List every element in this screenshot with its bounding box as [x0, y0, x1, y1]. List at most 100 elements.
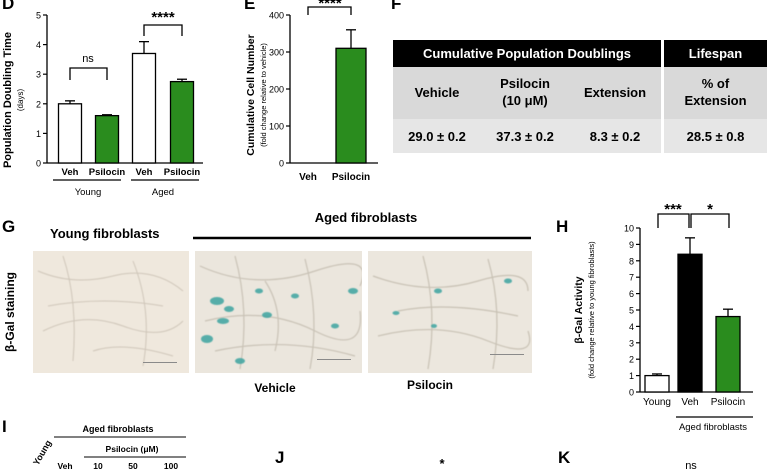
- beta-gal-staining-label: β-Gal staining: [3, 272, 17, 352]
- chart-e-ylabel-unit: (fold change relative to vehicle): [259, 43, 268, 147]
- table-value-lifespan: 28.5 ± 0.8: [664, 119, 767, 153]
- vehicle-image-label: Vehicle: [254, 381, 296, 395]
- psilocin-image-label: Psilocin: [407, 378, 453, 392]
- chart-d-sig-young: ns: [82, 53, 94, 65]
- chart-d: Population Doubling Time (days) 0 1 2 3 4 5 V…: [2, 9, 203, 198]
- panel-letter-e: E: [244, 0, 255, 13]
- panel-i-young-label: Young: [31, 438, 53, 467]
- chart-e-sig: ****: [318, 0, 342, 12]
- chart-d-sig-bracket-aged: [143, 24, 183, 36]
- chart-d-group-aged: Aged: [152, 187, 174, 198]
- micrograph-vehicle: [195, 251, 362, 373]
- chart-d-bar: [131, 52, 157, 164]
- panel-i-aged-title: Aged fibroblasts: [82, 424, 153, 434]
- chart-h-ylabel-unit: (fold change relative to young fibroblas…: [587, 241, 596, 379]
- chart-h-ylabel: β-Gal Activity: [573, 276, 585, 343]
- panel-i-col-50: 50: [128, 461, 138, 470]
- table-col-pct-line2: Extension: [684, 93, 747, 108]
- chart-e-ytick-label: 200: [269, 85, 284, 95]
- panel-i-psilocin-title: Psilocin (μM): [106, 444, 159, 454]
- chart-d-category-label: Psilocin: [164, 167, 201, 178]
- chart-h-sig-1: ***: [664, 201, 682, 218]
- young-fibroblasts-title: Young fibroblasts: [50, 226, 160, 241]
- chart-e-ytick-label: 300: [269, 48, 284, 58]
- chart-h-sig-2: *: [707, 201, 713, 218]
- chart-d-ytick-label: 5: [36, 11, 41, 21]
- chart-e-bar: [335, 47, 367, 164]
- chart-d-ytick-label: 3: [36, 70, 41, 80]
- chart-e-ytick-label: 400: [269, 11, 284, 21]
- chart-h-ytick-label: 8: [629, 256, 634, 266]
- chart-d-ytick-label: 4: [36, 40, 41, 50]
- panel-i-col-veh: Veh: [57, 461, 72, 470]
- chart-h-bar: [677, 253, 703, 393]
- chart-e-ytick-label: 100: [269, 122, 284, 132]
- scale-bar: [317, 359, 351, 360]
- chart-h-ytick-label: 7: [629, 273, 634, 283]
- table-value-extension: 8.3 ± 0.2: [569, 119, 661, 153]
- micrograph-vehicle-image: [195, 251, 362, 373]
- chart-d-group-young: Young: [75, 187, 102, 198]
- micrograph-young-image: [33, 251, 189, 373]
- panel-i-col-10: 10: [93, 461, 103, 470]
- chart-h-ytick-label: 5: [629, 306, 634, 316]
- chart-d-category-label: Psilocin: [89, 167, 126, 178]
- chart-h-ytick-label: 3: [629, 338, 634, 348]
- chart-h-category-label: Veh: [681, 397, 698, 408]
- scale-bar: [143, 362, 177, 363]
- chart-d-category-label: Veh: [62, 167, 79, 178]
- chart-h-ytick-label: 6: [629, 289, 634, 299]
- chart-e-ytick-label: 0: [279, 159, 284, 169]
- chart-h-ytick-label: 4: [629, 322, 634, 332]
- chart-e-sig-bracket: [307, 6, 352, 15]
- chart-d-bar: [94, 114, 120, 164]
- chart-h-ytick-label: 10: [624, 224, 634, 234]
- chart-h-sig-bracket-1: [657, 213, 690, 228]
- chart-d-ytick-label: 0: [36, 159, 41, 169]
- chart-e-ylabel: Cumulative Cell Number: [245, 34, 257, 155]
- chart-d-ylabel: Population Doubling Time: [2, 32, 14, 168]
- scale-bar: [490, 354, 524, 355]
- chart-h-category-label: Young: [643, 397, 671, 408]
- panel-i-col-100: 100: [164, 461, 178, 470]
- chart-h-bar: [644, 374, 670, 393]
- table-header-lifespan: Lifespan: [664, 40, 767, 67]
- aged-fibroblasts-title: Aged fibroblasts: [315, 210, 418, 225]
- chart-d-ylabel-unit: (days): [16, 89, 25, 112]
- panel-letter-d: D: [2, 0, 14, 13]
- chart-e-category-label: Veh: [299, 172, 317, 183]
- chart-h-category-label: Psilocin: [711, 397, 745, 408]
- chart-d-sig-bracket-young: [69, 67, 108, 80]
- panel-letter-g: G: [2, 217, 15, 236]
- chart-d-ytick-label: 2: [36, 99, 41, 109]
- table-col-pct-line1: % of: [701, 76, 730, 92]
- chart-d-category-label: Veh: [136, 167, 153, 178]
- panel-letter-j: J: [275, 448, 284, 467]
- table-col-psilocin-line1: Psilocin: [500, 76, 550, 92]
- chart-h-ytick-label: 1: [629, 371, 634, 381]
- chart-h-ytick-label: 0: [629, 388, 634, 398]
- panel-letter-f: F: [391, 0, 401, 13]
- panel-k-sig: ns: [685, 460, 697, 470]
- chart-d-sig-aged: ****: [151, 9, 175, 26]
- chart-h-bar: [715, 315, 741, 393]
- table-col-vehicle: Vehicle: [393, 67, 481, 119]
- chart-h-ytick-label: 9: [629, 240, 634, 250]
- table-col-pct-extension: % of Extension: [664, 67, 767, 119]
- table-col-extension-text: Extension: [583, 84, 647, 100]
- table-col-extension: Extension: [569, 67, 661, 119]
- micrograph-psilocin-image: [368, 251, 532, 373]
- micrograph-psilocin: [368, 251, 532, 373]
- chart-h-group-label: Aged fibroblasts: [679, 422, 747, 433]
- panel-j-sig: *: [439, 456, 445, 470]
- table-col-vehicle-text: Vehicle: [414, 84, 460, 100]
- table-col-psilocin-line2: (10 μM): [502, 93, 548, 108]
- table-value-psilocin: 37.3 ± 0.2: [481, 119, 569, 153]
- chart-d-bar: [57, 103, 83, 164]
- chart-h: β-Gal Activity (fold change relative to …: [573, 201, 753, 433]
- cumulative-population-doublings-table: Cumulative Population Doublings Lifespan…: [393, 40, 767, 153]
- panel-letter-i: I: [2, 417, 7, 436]
- chart-h-sig-bracket-2: [690, 213, 730, 228]
- chart-e: Cumulative Cell Number (fold change rela…: [245, 0, 378, 183]
